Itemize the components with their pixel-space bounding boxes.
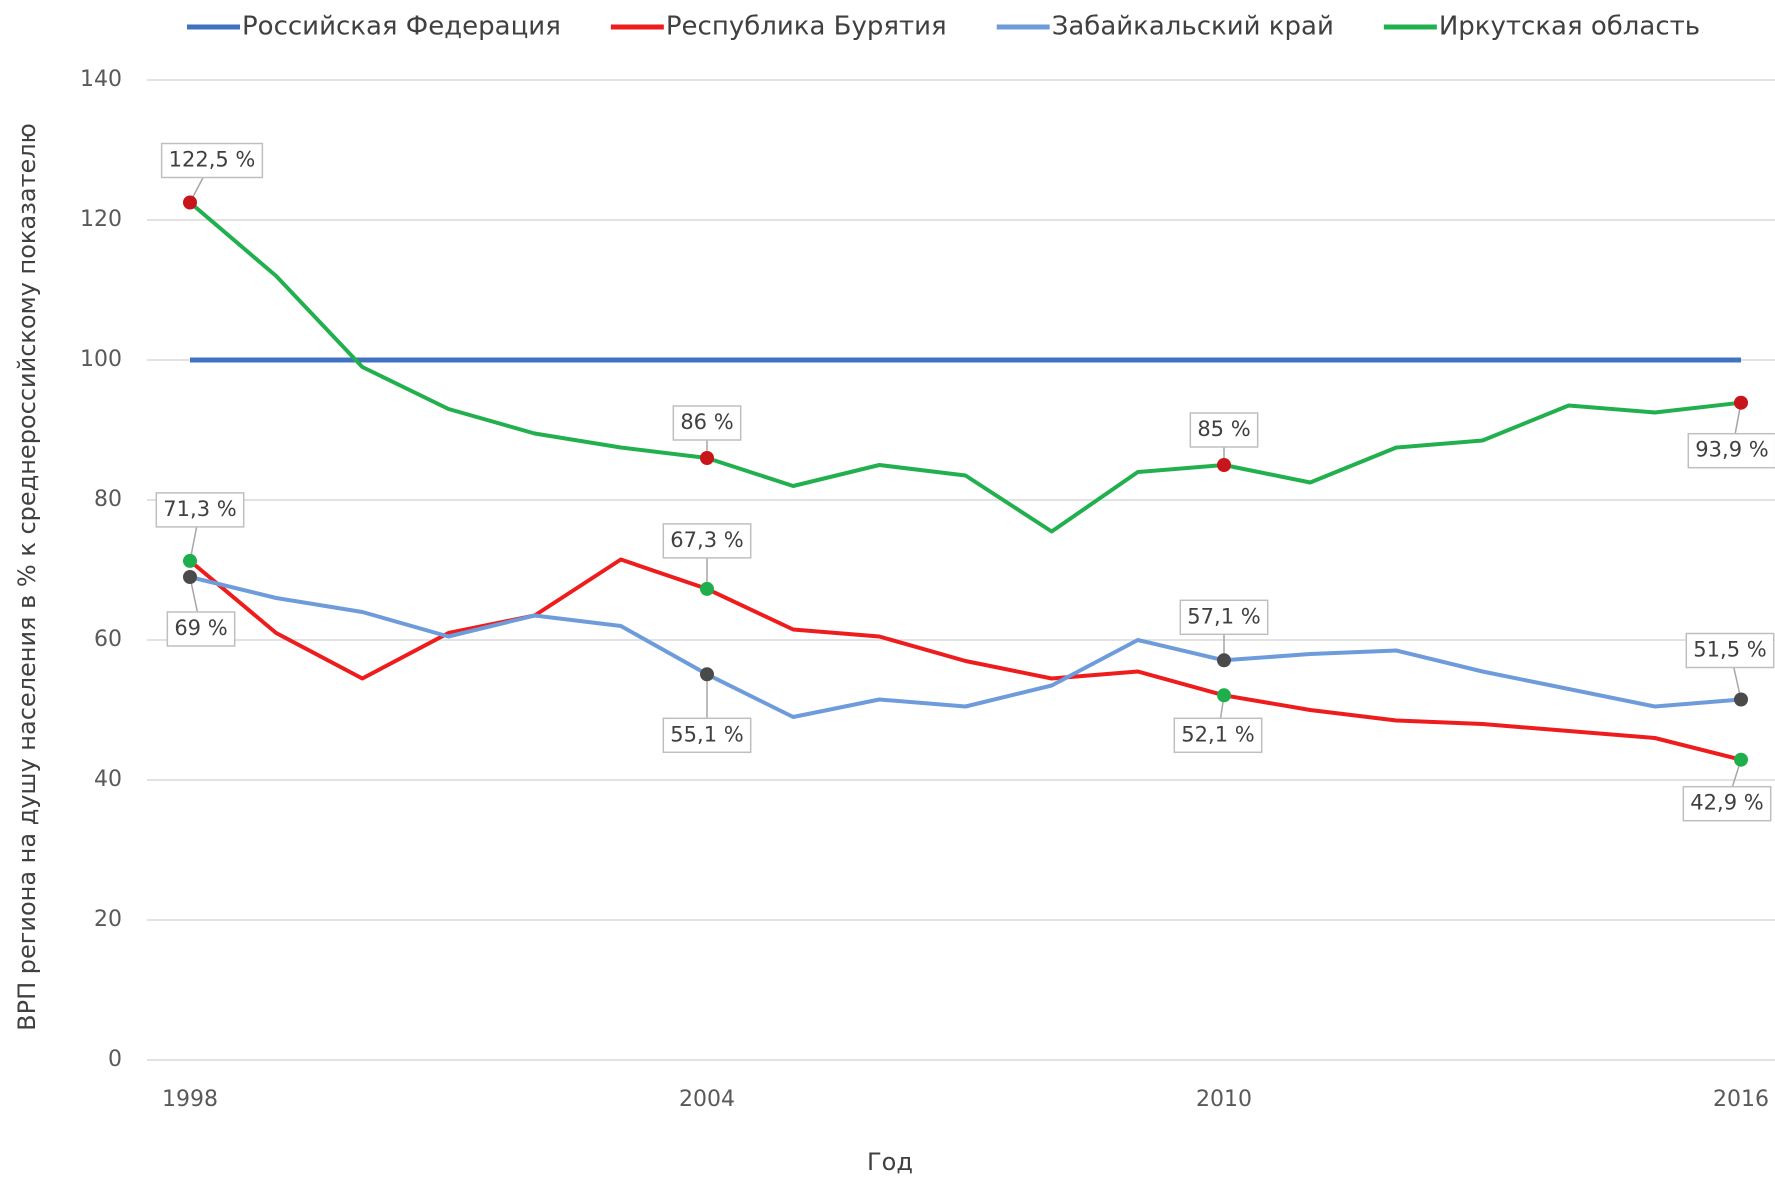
data-label: 69 % (174, 616, 227, 640)
data-label-group: 67,3 % (662, 523, 752, 589)
data-label-box (662, 717, 752, 754)
data-label: 42,9 % (1690, 791, 1763, 815)
data-label-group: 52,1 % (1173, 695, 1263, 754)
x-axis-title: Год (867, 1148, 913, 1176)
point-marker (183, 570, 197, 584)
y-tick-label: 60 (94, 627, 122, 652)
y-tick-label: 0 (108, 1047, 122, 1072)
y-tick-label: 40 (94, 767, 122, 792)
data-label: 57,1 % (1187, 604, 1260, 628)
data-label: 67,3 % (670, 528, 743, 552)
data-label: 55,1 % (670, 722, 743, 746)
data-label-group: 93,9 % (1687, 402, 1775, 469)
data-label-box (1682, 785, 1772, 822)
legend-label: Иркутская область (1439, 12, 1700, 42)
data-label-group: 86 % (672, 405, 742, 458)
legend-label: Забайкальский край (1052, 12, 1334, 42)
y-axis-title: ВРП региона на душу населения в % к сред… (13, 123, 41, 1031)
data-label-group: 51,5 % (1685, 632, 1775, 700)
data-label: 71,3 % (163, 497, 236, 521)
point-marker (700, 667, 714, 682)
x-tick-label: 2010 (1196, 1087, 1252, 1112)
data-label: 122,5 % (169, 148, 256, 172)
series-line (188, 557, 1742, 762)
data-label-box (1687, 432, 1775, 469)
point-marker (700, 581, 714, 596)
y-tick-label: 20 (94, 907, 122, 932)
point-marker (1217, 458, 1231, 472)
point-marker (1734, 752, 1748, 767)
data-label-group: 85 % (1189, 412, 1259, 465)
data-label: 85 % (1197, 417, 1250, 441)
data-label-group: 69 % (166, 576, 236, 647)
x-tick-label: 2016 (1713, 1087, 1769, 1112)
data-label-box (1189, 412, 1259, 448)
data-label-box (166, 611, 236, 647)
y-tick-label: 120 (80, 207, 122, 232)
data-label: 86 % (680, 410, 733, 434)
data-label-group: 122,5 % (160, 142, 264, 203)
series-line (188, 200, 1742, 534)
data-label-group: 71,3 % (155, 492, 245, 562)
x-tick-label: 2004 (679, 1087, 735, 1112)
data-label-box (155, 492, 245, 528)
data-label-group: 55,1 % (662, 674, 752, 754)
data-label-box (1179, 599, 1269, 636)
data-label: 93,9 % (1695, 438, 1768, 462)
legend-label: Российская Федерация (242, 12, 561, 42)
data-label-group: 57,1 % (1179, 599, 1269, 661)
data-label: 51,5 % (1693, 638, 1766, 662)
data-label-box (672, 405, 742, 441)
point-marker (183, 195, 197, 210)
point-marker (700, 451, 714, 465)
point-marker (1217, 653, 1231, 668)
y-tick-label: 80 (94, 487, 122, 512)
x-tick-label: 1998 (162, 1087, 218, 1112)
data-label-box (1173, 717, 1263, 754)
legend-label: Республика Бурятия (666, 12, 947, 42)
point-marker (1734, 395, 1748, 410)
data-label-box (160, 142, 264, 179)
point-marker (183, 553, 197, 568)
y-tick-label: 140 (80, 67, 122, 92)
data-label: 52,1 % (1181, 722, 1254, 746)
data-label-box (1685, 632, 1775, 669)
point-marker (1217, 688, 1231, 703)
data-label-group: 42,9 % (1682, 759, 1772, 822)
y-tick-label: 100 (80, 347, 122, 372)
series-line (189, 575, 1742, 719)
point-marker (1734, 692, 1748, 707)
data-label-box (662, 523, 752, 559)
